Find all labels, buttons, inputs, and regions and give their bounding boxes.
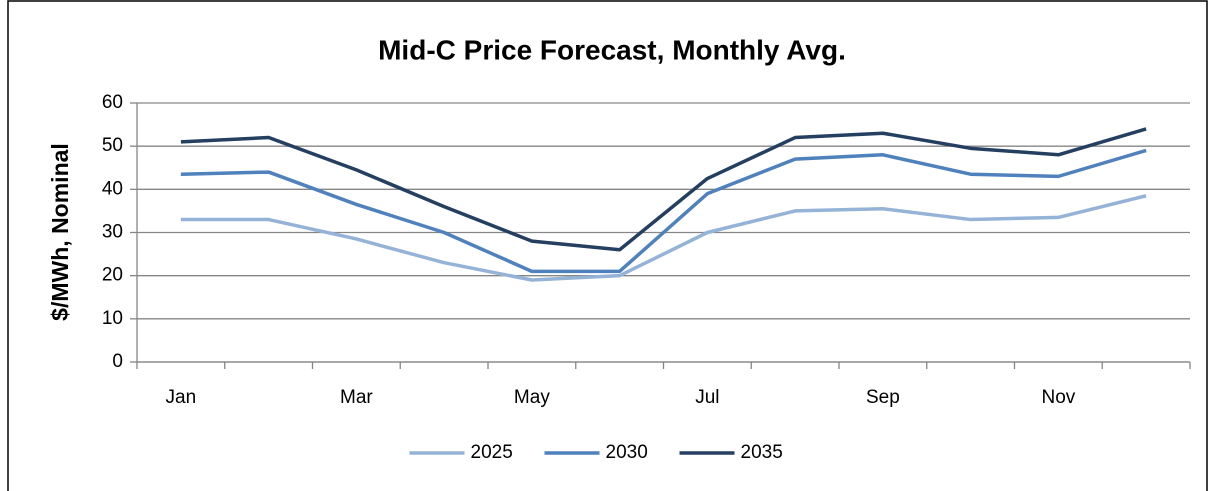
x-tick-label: Jan [166, 387, 197, 408]
x-tick-label: Jul [695, 387, 719, 408]
x-tick-label: Nov [1041, 387, 1075, 408]
y-tick-label: 50 [102, 135, 123, 156]
y-tick-label: 60 [102, 92, 123, 113]
legend-label: 2030 [606, 442, 648, 463]
legend-label: 2035 [741, 442, 783, 463]
y-tick-label: 20 [102, 265, 123, 286]
x-tick-label: May [514, 387, 550, 408]
y-axis-label: $/MWh, Nominal [47, 143, 73, 321]
legend-label: 2025 [471, 442, 513, 463]
y-tick-label: 40 [102, 178, 123, 199]
y-tick-label: 0 [112, 351, 123, 372]
series-line [180, 127, 1147, 252]
x-tick-label: Sep [866, 387, 900, 408]
series-line [180, 148, 1147, 274]
y-tick-label: 10 [102, 308, 123, 329]
chart-title: Mid-C Price Forecast, Monthly Avg. [378, 34, 846, 65]
chart-frame [7, 0, 1208, 491]
y-tick-label: 30 [102, 222, 123, 243]
series-line [180, 194, 1147, 282]
x-tick-label: Mar [340, 387, 373, 408]
